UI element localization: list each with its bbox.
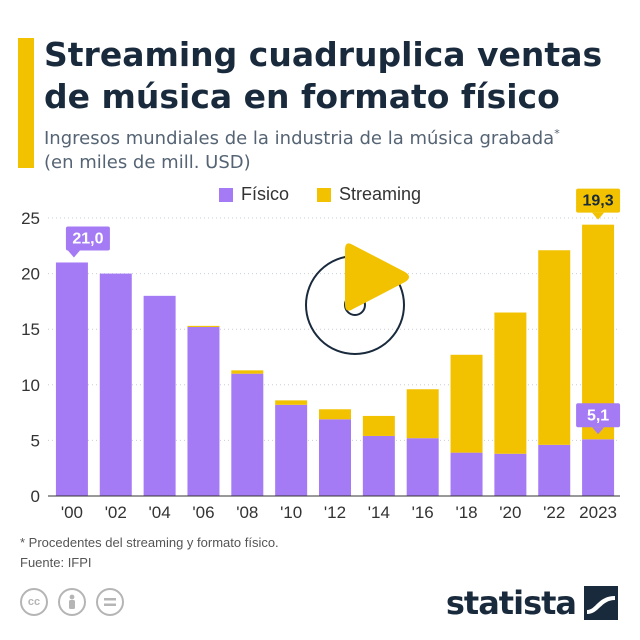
legend: Físico Streaming <box>0 184 640 205</box>
bar-fisico <box>406 438 439 496</box>
data-label: 5,1 <box>587 407 609 424</box>
y-tick-label: 15 <box>21 320 40 339</box>
legend-label-fisico: Físico <box>240 184 289 204</box>
x-tick-label: '08 <box>236 503 258 522</box>
bar-fisico <box>99 273 132 496</box>
chart-title: Streaming cuadruplica ventas de música e… <box>44 35 603 116</box>
bar-fisico <box>582 439 615 496</box>
bar-fisico <box>275 404 308 496</box>
footnote: * Procedentes del streaming y formato fí… <box>20 533 279 573</box>
bar-fisico <box>187 326 220 496</box>
source-text: Fuente: IFPI <box>20 555 92 570</box>
play-icon <box>345 243 409 311</box>
legend-swatch-streaming <box>316 187 331 202</box>
bar-streaming <box>187 325 220 327</box>
bar-fisico <box>538 444 571 496</box>
x-tick-label: 2023 <box>579 503 617 522</box>
bar-streaming <box>319 409 351 420</box>
bar-fisico <box>55 262 88 496</box>
bar-streaming <box>231 370 264 374</box>
no-derivatives-icon[interactable] <box>96 588 124 616</box>
y-tick-label: 0 <box>31 487 40 506</box>
attribution-icon[interactable] <box>58 588 86 616</box>
bar-fisico <box>362 435 395 496</box>
bar-fisico <box>494 453 527 496</box>
bar-streaming <box>494 312 527 454</box>
x-tick-label: '06 <box>192 503 214 522</box>
callout-box <box>65 226 110 251</box>
subtitle-unit: (en miles de mill. USD) <box>44 152 251 173</box>
x-tick-label: '20 <box>499 503 521 522</box>
x-tick-label: '16 <box>412 503 434 522</box>
data-label: 21,0 <box>72 230 103 247</box>
bar-streaming <box>450 354 483 453</box>
x-tick-label: '18 <box>455 503 477 522</box>
x-tick-label: '22 <box>543 503 565 522</box>
y-tick-label: 20 <box>21 265 40 284</box>
statista-brand[interactable]: statista <box>446 584 618 622</box>
bar-streaming <box>406 389 439 439</box>
callout-pointer <box>592 212 605 220</box>
x-tick-label: '14 <box>368 503 390 522</box>
x-tick-label: '04 <box>149 503 171 522</box>
callout-box <box>576 403 621 428</box>
bar-streaming <box>275 400 308 405</box>
x-tick-label: '10 <box>280 503 302 522</box>
cc-icon[interactable]: cc <box>20 588 48 616</box>
legend-item-streaming: Streaming <box>316 184 422 205</box>
callout-pointer <box>67 250 80 258</box>
legend-item-fisico: Físico <box>218 184 289 205</box>
bar-fisico <box>231 373 264 496</box>
bar-fisico <box>450 452 483 496</box>
footnote-text: * Procedentes del streaming y formato fí… <box>20 535 279 550</box>
data-label: 19,3 <box>583 193 614 210</box>
y-tick-label: 10 <box>21 376 40 395</box>
x-tick-label: '02 <box>105 503 127 522</box>
bar-streaming <box>538 250 571 445</box>
chart-subtitle: Ingresos mundiales de la industria de la… <box>44 122 624 175</box>
y-tick-label: 25 <box>21 209 40 228</box>
x-tick-label: '12 <box>324 503 346 522</box>
callout-pointer <box>592 427 605 435</box>
y-tick-label: 5 <box>31 431 40 450</box>
statista-logo-icon <box>584 586 618 620</box>
callout-box <box>576 188 621 213</box>
legend-swatch-fisico <box>218 187 233 202</box>
x-tick-label: '00 <box>61 503 83 522</box>
bar-fisico <box>319 419 351 496</box>
subtitle-mark: * <box>554 127 560 140</box>
accent-bar <box>18 38 34 168</box>
brand-name: statista <box>445 584 577 622</box>
bar-streaming <box>362 415 395 436</box>
bar-fisico <box>143 295 176 496</box>
legend-label-streaming: Streaming <box>338 184 422 204</box>
subtitle-text: Ingresos mundiales de la industria de la… <box>44 128 555 149</box>
license-icons: cc <box>20 588 124 616</box>
